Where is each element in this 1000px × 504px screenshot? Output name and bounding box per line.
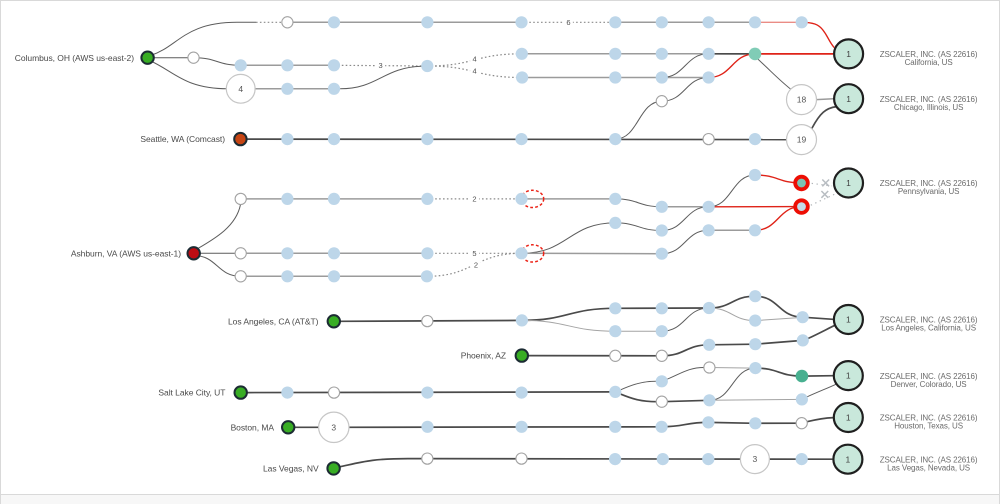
svg-text:2: 2 (472, 195, 476, 204)
svg-text:Denver, Colorado, US: Denver, Colorado, US (891, 380, 967, 389)
svg-text:1: 1 (846, 371, 851, 381)
svg-text:1: 1 (846, 454, 851, 464)
svg-text:3: 3 (331, 422, 336, 432)
svg-text:Las Vegas, NV: Las Vegas, NV (263, 464, 319, 474)
svg-text:1: 1 (846, 178, 851, 188)
svg-text:Phoenix, AZ: Phoenix, AZ (461, 351, 506, 361)
svg-text:Chicago, Illinois, US: Chicago, Illinois, US (894, 103, 964, 112)
svg-text:ZSCALER, INC. (AS 22616): ZSCALER, INC. (AS 22616) (880, 95, 978, 104)
svg-text:Los Angeles, California, US: Los Angeles, California, US (881, 324, 976, 333)
svg-text:Seattle, WA (Comcast): Seattle, WA (Comcast) (140, 134, 225, 144)
svg-text:Ashburn, VA (AWS us-east-1): Ashburn, VA (AWS us-east-1) (71, 248, 181, 258)
svg-text:2: 2 (474, 260, 478, 269)
svg-text:ZSCALER, INC. (AS 22616): ZSCALER, INC. (AS 22616) (880, 316, 978, 325)
svg-text:6: 6 (566, 18, 570, 27)
svg-text:1: 1 (846, 413, 851, 423)
svg-text:Houston, Texas, US: Houston, Texas, US (894, 422, 963, 431)
svg-text:4: 4 (473, 54, 477, 63)
svg-text:1: 1 (846, 49, 851, 59)
svg-text:1: 1 (846, 94, 851, 104)
svg-text:Boston, MA: Boston, MA (231, 422, 275, 432)
svg-text:Salt Lake City, UT: Salt Lake City, UT (158, 388, 225, 398)
svg-text:4: 4 (473, 67, 477, 76)
svg-text:ZSCALER, INC. (AS 22616): ZSCALER, INC. (AS 22616) (880, 372, 978, 381)
svg-text:1: 1 (846, 315, 851, 325)
svg-text:California, US: California, US (905, 58, 953, 67)
svg-text:ZSCALER, INC. (AS 22616): ZSCALER, INC. (AS 22616) (880, 179, 978, 188)
svg-text:Columbus, OH (AWS us-east-2): Columbus, OH (AWS us-east-2) (15, 53, 134, 63)
svg-text:ZSCALER, INC. (AS 22616): ZSCALER, INC. (AS 22616) (880, 455, 978, 464)
svg-text:3: 3 (753, 454, 758, 464)
svg-text:ZSCALER, INC. (AS 22616): ZSCALER, INC. (AS 22616) (880, 414, 978, 423)
svg-text:4: 4 (238, 84, 243, 94)
svg-text:3: 3 (379, 61, 383, 70)
svg-text:ZSCALER, INC. (AS 22616): ZSCALER, INC. (AS 22616) (880, 50, 978, 59)
svg-text:Los Angeles, CA (AT&T): Los Angeles, CA (AT&T) (228, 316, 319, 326)
svg-text:Pennsylvania, US: Pennsylvania, US (898, 187, 960, 196)
svg-text:19: 19 (797, 135, 807, 145)
svg-text:5: 5 (472, 249, 476, 258)
svg-text:Las Vegas, Nevada, US: Las Vegas, Nevada, US (887, 463, 970, 472)
svg-text:18: 18 (797, 95, 807, 105)
